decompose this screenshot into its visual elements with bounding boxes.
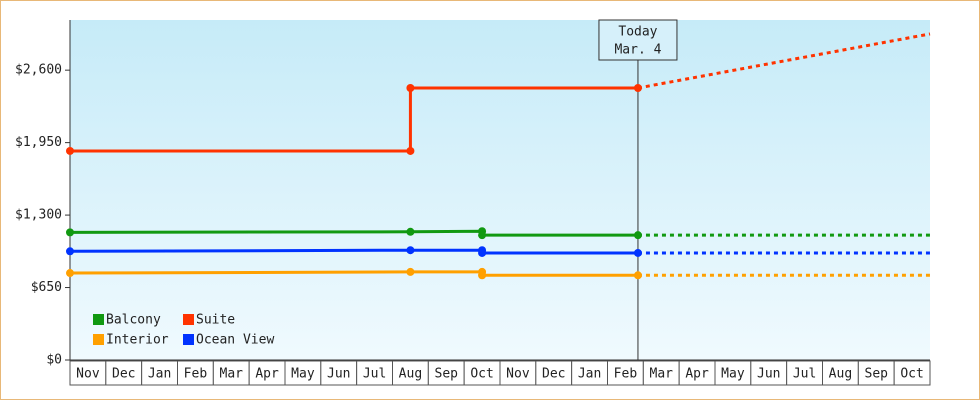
month-cell (786, 360, 824, 386)
x-tick-label: Jan (148, 367, 171, 382)
x-tick-label: Aug (829, 367, 852, 382)
price-point (406, 246, 415, 255)
month-cell (607, 360, 644, 386)
today-label: Today (618, 25, 657, 40)
x-tick-label: Jul (793, 367, 816, 382)
month-cell (392, 360, 429, 386)
month-cell (177, 360, 214, 386)
y-tick-label: $1,300 (15, 208, 62, 223)
today-box (598, 19, 678, 61)
price-line (70, 86, 638, 153)
x-tick-label: Feb (184, 367, 208, 382)
plot-area (70, 20, 930, 360)
price-point (633, 248, 642, 257)
x-tick-label: Apr (255, 367, 279, 382)
price-point (66, 146, 74, 155)
x-tick-label: Nov (76, 367, 100, 382)
x-tick-label: Oct (900, 367, 923, 382)
month-cell (141, 360, 179, 386)
price-point (406, 84, 415, 92)
y-tick-label: $2,600 (15, 63, 62, 78)
month-cell (463, 360, 501, 386)
x-tick-label: May (291, 367, 315, 382)
legend-label: Balcony (106, 313, 161, 328)
today-date: Mar. 4 (614, 43, 661, 58)
price-point (406, 267, 415, 276)
legend-label: Ocean View (196, 333, 274, 348)
x-tick-label: Jun (327, 367, 350, 382)
month-cell (678, 360, 716, 386)
price-point (478, 271, 487, 280)
price-point (66, 269, 74, 278)
x-tick-label: Oct (470, 367, 493, 382)
x-tick-label: Jan (578, 367, 601, 382)
price-point (406, 146, 415, 155)
x-tick-label: Mar (650, 367, 674, 382)
price-point (478, 248, 487, 257)
x-tick-label: Jul (363, 367, 386, 382)
month-cell (320, 360, 358, 386)
month-cell (714, 360, 752, 386)
x-tick-label: Apr (685, 367, 709, 382)
price-point (633, 271, 642, 280)
x-tick-label: Mar (220, 367, 244, 382)
price-point (66, 228, 74, 237)
projection-line (637, 32, 931, 90)
month-cell (750, 360, 788, 386)
x-tick-label: Feb (614, 367, 638, 382)
x-tick-label: Dec (542, 367, 565, 382)
legend-swatch (93, 334, 104, 345)
legend-swatch (93, 314, 104, 325)
x-tick-label: Dec (112, 367, 135, 382)
y-tick-label: $0 (46, 353, 62, 368)
x-tick-label: Aug (399, 367, 422, 382)
price-point (478, 231, 487, 240)
month-cell (499, 360, 537, 386)
price-point (633, 231, 642, 240)
x-tick-label: Sep (435, 367, 459, 382)
month-cell (69, 360, 107, 386)
month-cell (893, 360, 931, 386)
legend-swatch (183, 334, 194, 345)
x-tick-label: Nov (506, 367, 530, 382)
month-cell (571, 360, 609, 386)
price-point (633, 84, 642, 92)
price-point (66, 247, 74, 256)
y-tick-label: $650 (31, 280, 62, 295)
x-tick-label: May (721, 367, 745, 382)
legend-label: Suite (196, 313, 235, 328)
legend-swatch (183, 314, 194, 325)
y-tick-label: $1,950 (15, 135, 62, 150)
month-cell (857, 360, 895, 386)
price-point (406, 227, 415, 236)
month-cell (105, 360, 143, 386)
legend-label: Interior (106, 333, 169, 348)
month-cell (212, 360, 250, 386)
month-cell (822, 360, 859, 386)
x-tick-label: Sep (865, 367, 889, 382)
x-tick-label: Jun (757, 367, 780, 382)
